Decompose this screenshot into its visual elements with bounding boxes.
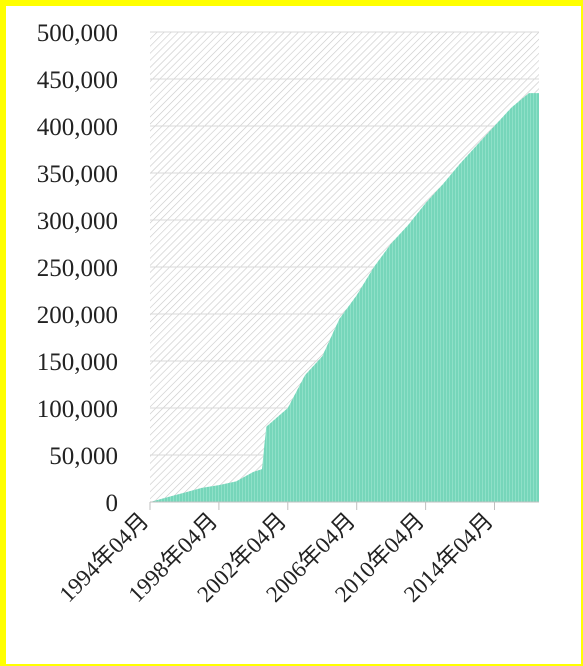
y-tick-label: 450,000 — [37, 67, 118, 94]
area-chart: 0 50,000 100,000 150,000 200,000 250,000 300,0… — [37, 20, 539, 607]
y-axis: 0 50,000 100,000 150,000 200,000 250,000 300,0… — [37, 20, 118, 517]
chart-frame: 0 50,000 100,000 150,000 200,000 250,000 300,0… — [6, 6, 581, 664]
y-tick-label: 100,000 — [37, 396, 118, 423]
y-tick-label: 150,000 — [37, 349, 118, 376]
series-area-fill — [150, 93, 539, 502]
y-tick-label: 350,000 — [37, 161, 118, 188]
y-tick-label: 400,000 — [37, 114, 118, 141]
y-tick-label: 50,000 — [49, 443, 118, 470]
series-area — [150, 93, 539, 502]
y-tick-label: 0 — [106, 490, 119, 517]
y-tick-label: 200,000 — [37, 302, 118, 329]
y-tick-label: 500,000 — [37, 20, 118, 47]
y-tick-label: 250,000 — [37, 255, 118, 282]
x-axis: 1994年04月1998年04月2002年04月2006年04月2010年04月… — [55, 501, 539, 607]
y-tick-label: 300,000 — [37, 208, 118, 235]
